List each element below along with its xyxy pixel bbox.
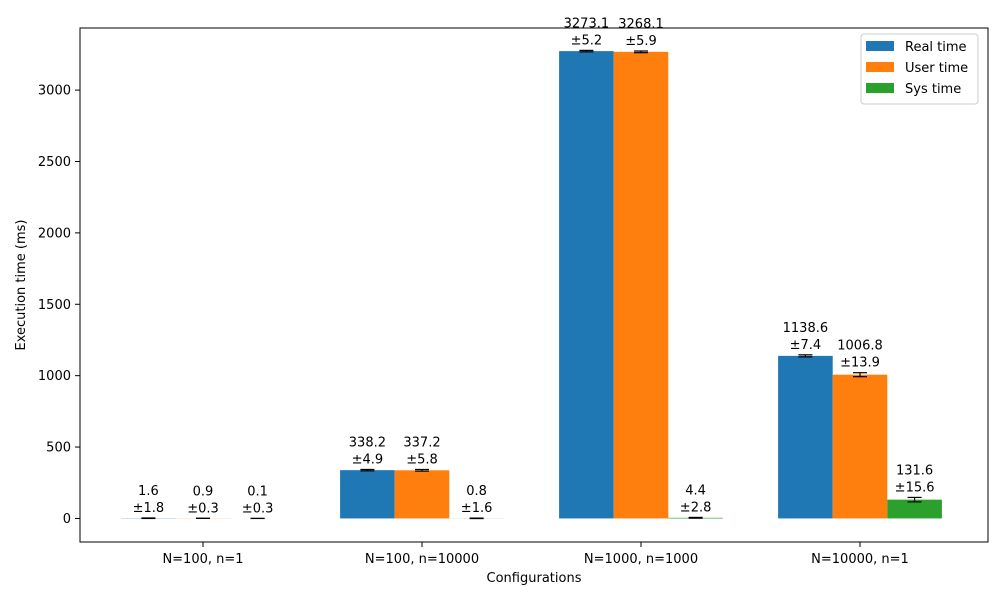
bar-labels-layer: ±1.8 1.6 ±4.9 338.2 ±5.2 3273.1 ±7.4 1138.6 ±0.3… xyxy=(133,16,935,516)
bar xyxy=(832,374,888,519)
y-tick-label: 0 xyxy=(63,512,71,527)
bar-value-label: 0.1 xyxy=(247,484,268,499)
y-tick-label: 2500 xyxy=(38,155,71,170)
bar-error-label: ±0.3 xyxy=(242,501,274,516)
x-tick-label: N=1000, n=1000 xyxy=(584,552,698,567)
y-tick-label: 1500 xyxy=(38,298,71,313)
y-axis-label: Execution time (ms) xyxy=(14,219,29,350)
bar-error-label: ±0.3 xyxy=(187,501,219,516)
y-tick-label: 3000 xyxy=(38,84,71,99)
bar-error-label: ±1.8 xyxy=(133,501,165,516)
bar xyxy=(559,51,614,519)
bar-value-label: 1138.6 xyxy=(783,321,829,336)
x-tick-label: N=10000, n=1 xyxy=(811,552,909,567)
bar-error-label: ±1.6 xyxy=(461,501,493,516)
bar-error-label: ±13.9 xyxy=(840,356,880,371)
bar-error-label: ±7.4 xyxy=(790,338,822,353)
legend-label: Sys time xyxy=(905,82,961,97)
bar-error-label: ±5.2 xyxy=(571,33,603,48)
x-tick-label: N=100, n=1 xyxy=(162,552,243,567)
bars-layer xyxy=(121,49,942,520)
plot-frame xyxy=(79,27,989,543)
bar-error-label: ±5.8 xyxy=(406,452,438,467)
bar-error-label: ±5.9 xyxy=(625,34,657,49)
x-tick-label: N=100, n=10000 xyxy=(365,552,479,567)
bar-error-label: ±15.6 xyxy=(895,480,935,495)
axes-layer: 0 500 1000 1500 2000 2500 3000 N=100, n=1 N=100,… xyxy=(38,27,989,567)
legend: Real time User time Sys time xyxy=(860,33,979,105)
y-tick-label: 2000 xyxy=(38,226,71,241)
x-axis-label: Configurations xyxy=(487,571,582,586)
bar-value-label: 0.8 xyxy=(466,484,487,499)
bar-value-label: 4.4 xyxy=(685,483,706,498)
y-tick-label: 1000 xyxy=(38,369,71,384)
bar-value-label: 131.6 xyxy=(896,463,933,478)
legend-label: User time xyxy=(905,61,968,76)
bar-value-label: 337.2 xyxy=(403,435,440,450)
bar-value-label: 1006.8 xyxy=(837,339,883,354)
bar-value-label: 1.6 xyxy=(138,484,159,499)
legend-swatch xyxy=(866,62,894,72)
bar-value-label: 3268.1 xyxy=(618,17,664,32)
bar-value-label: 3273.1 xyxy=(564,16,610,31)
bar-error-label: ±2.8 xyxy=(680,500,712,515)
bar-value-label: 338.2 xyxy=(349,435,386,450)
bar xyxy=(778,355,833,519)
bar-value-label: 0.9 xyxy=(193,484,214,499)
legend-label: Real time xyxy=(905,40,967,55)
legend-swatch xyxy=(866,41,894,51)
bar-error-label: ±4.9 xyxy=(352,452,384,467)
legend-swatch xyxy=(866,83,894,93)
bar xyxy=(613,51,669,519)
bar xyxy=(394,470,450,519)
bar xyxy=(340,470,395,519)
y-tick-label: 500 xyxy=(46,441,71,456)
bar xyxy=(887,499,942,519)
